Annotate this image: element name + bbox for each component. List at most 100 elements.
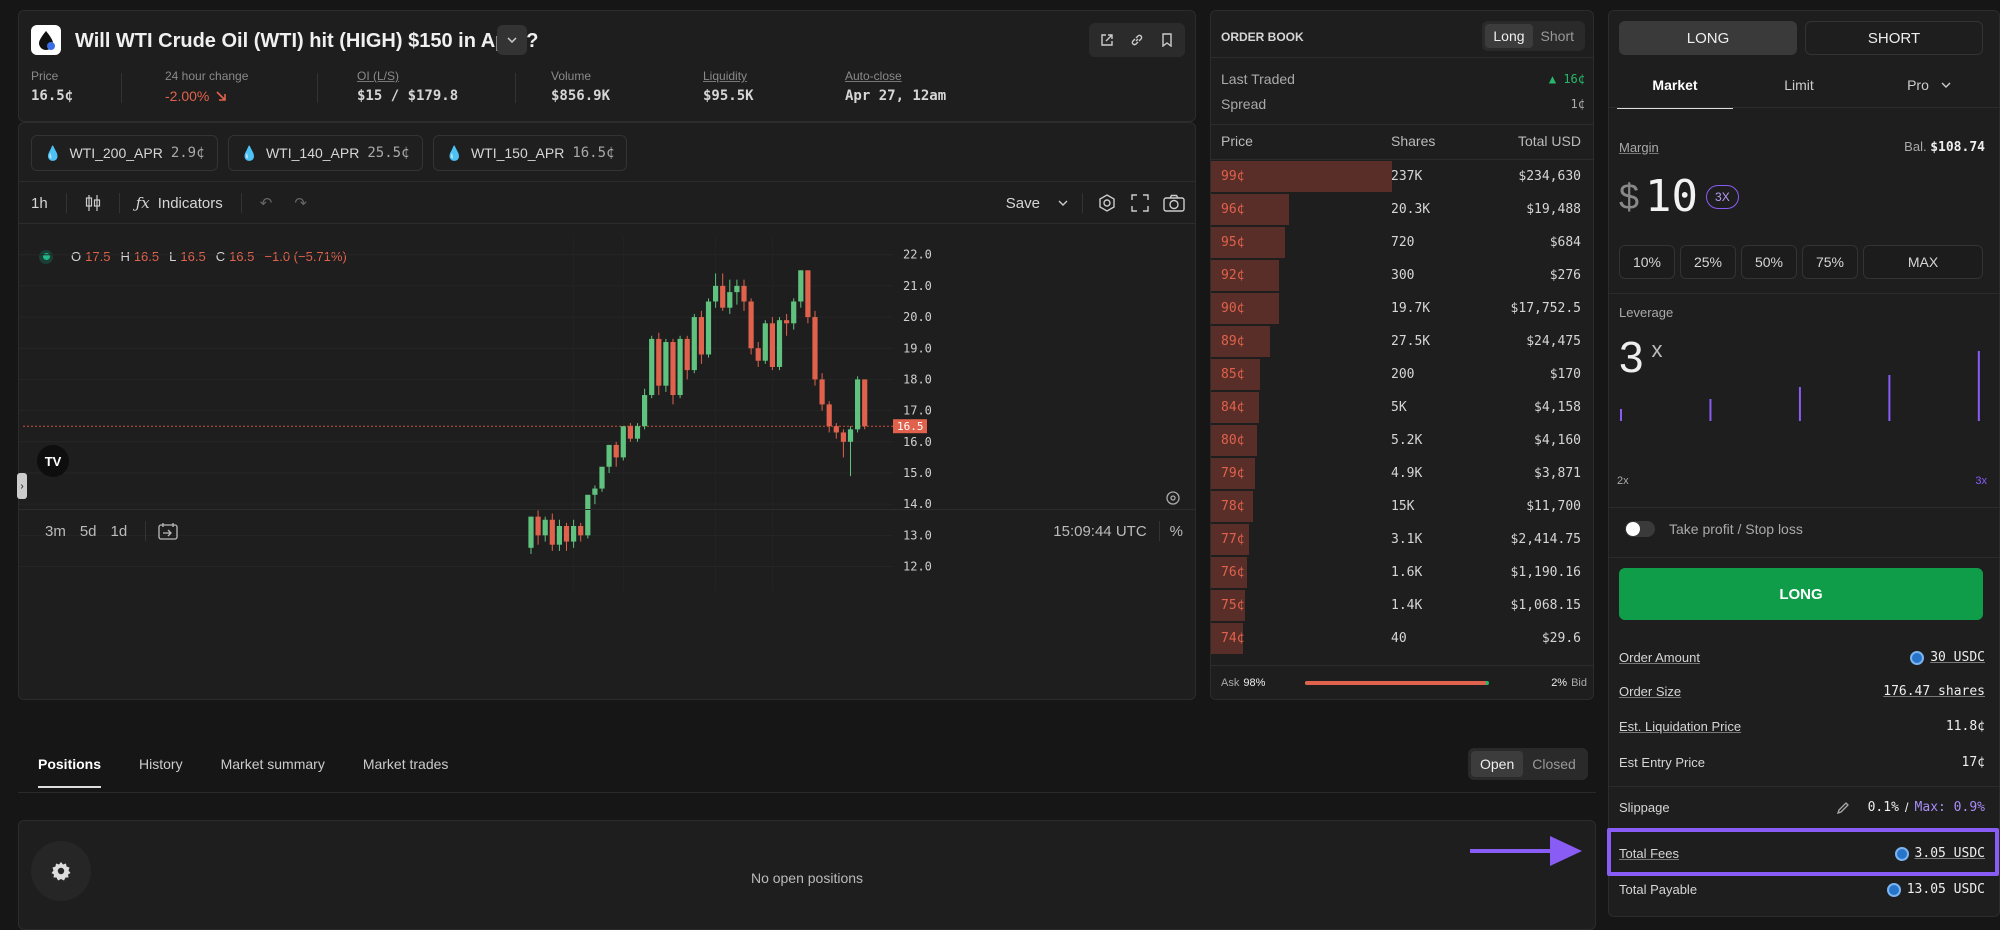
indicators-label: Indicators [157, 194, 223, 212]
closed-tab[interactable]: Closed [1532, 756, 1576, 772]
ask-fill [1305, 681, 1486, 685]
tab-market[interactable]: Market [1617, 77, 1733, 109]
market-dropdown-button[interactable] [497, 25, 527, 55]
slippage-label: Slippage [1619, 800, 1670, 815]
ob-row[interactable]: 96¢ 20.3K $19,488 [1211, 193, 1593, 226]
candle-body [606, 444, 612, 467]
leverage-display: 3 x [1619, 333, 1662, 383]
pct-10-button[interactable]: 10% [1619, 245, 1675, 279]
pct-25-button[interactable]: 25% [1680, 245, 1736, 279]
chevron-down-icon [1941, 82, 1951, 88]
tpsl-label: Take profit / Stop loss [1669, 521, 1803, 537]
pct-75-button[interactable]: 75% [1802, 245, 1858, 279]
candles-icon[interactable] [85, 194, 101, 212]
tpsl-toggle[interactable] [1625, 521, 1655, 537]
ob-total: $4,160 [1534, 433, 1581, 448]
ob-row[interactable]: 99¢ 237K $234,630 [1211, 160, 1593, 193]
short-tab[interactable]: SHORT [1805, 21, 1983, 55]
redo-icon[interactable]: ↷ [294, 195, 307, 212]
divider [1609, 786, 1999, 787]
candle-body [798, 270, 804, 302]
range-5d[interactable]: 5d [79, 522, 97, 540]
max-button[interactable]: MAX [1863, 245, 1983, 279]
tab-positions[interactable]: Positions [38, 756, 102, 788]
range-3m[interactable]: 3m [45, 522, 66, 540]
y-tick-label: 20.0 [903, 310, 932, 324]
order-book: ORDER BOOK Long Short Last Traded ▲ 16¢ S… [1210, 10, 1594, 700]
related-market-chip[interactable]: 💧 WTI_150_APR 16.5¢ [432, 135, 628, 171]
related-market-chip[interactable]: 💧 WTI_140_APR 25.5¢ [227, 135, 423, 171]
divider [1609, 557, 1999, 558]
related-market-price: 16.5¢ [572, 145, 615, 161]
tab-pro[interactable]: Pro [1865, 77, 1993, 93]
ob-row[interactable]: 74¢ 40 $29.6 [1211, 622, 1593, 655]
ob-total: $684 [1549, 235, 1581, 250]
range-1d[interactable]: 1d [110, 522, 128, 540]
ob-row[interactable]: 75¢ 1.4K $1,068.15 [1211, 589, 1593, 622]
stat-price: Price 16.5¢ [31, 69, 73, 104]
ob-row[interactable]: 85¢ 200 $170 [1211, 358, 1593, 391]
ob-row[interactable]: 79¢ 4.9K $3,871 [1211, 457, 1593, 490]
price-chart[interactable]: 22.0 21.0 20.0 19.0 18.0 17.0 16.0 15.0 14.0 13.0… [19, 224, 1195, 609]
ob-row[interactable]: 95¢ 720 $684 [1211, 226, 1593, 259]
interval-button[interactable]: 1h [31, 194, 48, 212]
stat-value: $95.5K [703, 88, 754, 104]
tab-limit[interactable]: Limit [1784, 77, 1814, 93]
ob-price: 90¢ [1221, 301, 1245, 316]
ob-short-tab[interactable]: Short [1540, 28, 1574, 44]
sidebar-expand-handle[interactable]: › [17, 473, 27, 499]
tab-market-trades[interactable]: Market trades [362, 756, 449, 772]
tab-market-summary[interactable]: Market summary [220, 756, 325, 772]
pct-50-button[interactable]: 50% [1741, 245, 1797, 279]
ob-long-tab[interactable]: Long [1485, 24, 1533, 48]
chart-settings-icon[interactable] [1165, 490, 1181, 506]
liq-price-label: Est. Liquidation Price [1619, 719, 1742, 734]
copy-link-icon[interactable] [1123, 27, 1151, 53]
margin-input[interactable]: $ 10 3X [1619, 171, 1739, 222]
stat-label: Volume [551, 69, 592, 83]
fullscreen-icon[interactable] [1131, 194, 1149, 212]
external-link-icon[interactable] [1093, 27, 1121, 53]
ohlc-high: 16.5 [133, 249, 160, 264]
tab-history[interactable]: History [139, 756, 183, 772]
ob-row[interactable]: 76¢ 1.6K $1,190.16 [1211, 556, 1593, 589]
candle-body [684, 338, 690, 371]
market-stats: Price 16.5¢ 24 hour change -2.00% OI (L/S)… [31, 69, 1031, 113]
stat-label: OI (L/S) [357, 69, 400, 83]
ob-total: $4,158 [1534, 400, 1581, 415]
ob-row[interactable]: 77¢ 3.1K $2,414.75 [1211, 523, 1593, 556]
total-payable-label: Total Payable [1619, 881, 1698, 897]
submit-long-button[interactable]: LONG [1619, 568, 1983, 620]
ob-row[interactable]: 92¢ 300 $276 [1211, 259, 1593, 292]
edit-pencil-icon[interactable] [1836, 801, 1850, 815]
gear-icon[interactable] [31, 841, 91, 901]
long-tab[interactable]: LONG [1619, 21, 1797, 55]
ob-total: $17,752.5 [1510, 301, 1581, 316]
ob-row[interactable]: 90¢ 19.7K $17,752.5 [1211, 292, 1593, 325]
candle-body [620, 426, 626, 458]
bookmark-icon[interactable] [1153, 27, 1181, 53]
undo-icon[interactable]: ↶ [259, 195, 273, 212]
related-market-chip[interactable]: 💧 WTI_200_APR 2.9¢ [31, 135, 218, 171]
percent-toggle[interactable]: % [1169, 522, 1183, 540]
tradingview-logo[interactable]: TV [37, 445, 69, 477]
entry-price-value: 17¢ [1961, 755, 1985, 770]
save-button[interactable]: Save [1006, 195, 1068, 212]
leverage-slider[interactable] [1619, 351, 1991, 421]
ob-row[interactable]: 89¢ 27.5K $24,475 [1211, 325, 1593, 358]
tpsl-toggle-row[interactable]: Take profit / Stop loss [1625, 521, 1803, 537]
ob-row[interactable]: 80¢ 5.2K $4,160 [1211, 424, 1593, 457]
candle-body [862, 379, 868, 427]
settings-hex-icon[interactable] [1097, 193, 1117, 213]
indicators-button[interactable]: ƒx Indicators [136, 194, 223, 212]
date-range-icon[interactable] [158, 522, 178, 540]
chart-toolbar: 1h ƒx Indicators ↶ ↷ Save [19, 183, 1195, 223]
camera-icon[interactable] [1163, 194, 1185, 212]
candle-body [627, 426, 633, 439]
ob-depth-bar [1211, 392, 1259, 423]
spread-value: 1¢ [1570, 97, 1585, 111]
open-tab[interactable]: Open [1471, 751, 1524, 777]
ohlc-change: −1.0 (−5.71%) [264, 249, 347, 264]
ob-row[interactable]: 84¢ 5K $4,158 [1211, 391, 1593, 424]
ob-row[interactable]: 78¢ 15K $11,700 [1211, 490, 1593, 523]
